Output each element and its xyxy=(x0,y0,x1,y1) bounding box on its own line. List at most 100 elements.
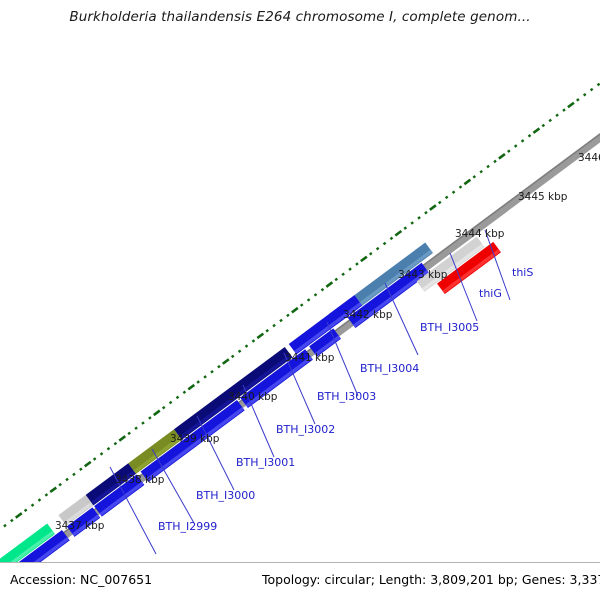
ruler-minor-tick xyxy=(513,144,518,148)
feature-body[interactable] xyxy=(94,474,145,517)
gene-features-layer[interactable] xyxy=(0,236,501,562)
gene-label-bth_i3000[interactable]: BTH_I3000 xyxy=(196,489,255,502)
ruler-minor-tick xyxy=(334,277,338,282)
feature-blue-bottomleft-b[interactable] xyxy=(15,529,70,562)
ruler-minor-tick xyxy=(72,472,76,477)
feature-body[interactable] xyxy=(240,349,313,408)
feature-body[interactable] xyxy=(128,429,182,474)
feature-blue-mid-long[interactable] xyxy=(140,399,245,482)
ruler-minor-tick xyxy=(403,226,408,230)
ruler-minor-tick xyxy=(148,416,152,420)
feature-lightgray-topright[interactable] xyxy=(416,236,485,292)
gene-label-bth_i3003[interactable]: BTH_I3003 xyxy=(317,390,376,403)
label-leader-line xyxy=(109,466,157,555)
gene-label-bth_i3005[interactable]: BTH_I3005 xyxy=(420,321,479,334)
feature-blue-thig-small-b[interactable] xyxy=(328,298,359,325)
feature-steelblue-this[interactable] xyxy=(354,242,433,306)
ruler-minor-tick xyxy=(279,318,283,323)
feature-body[interactable] xyxy=(66,507,101,537)
ruler-minor-tick xyxy=(65,477,69,482)
feature-olive-bth-i3001[interactable] xyxy=(128,429,182,474)
gene-label-bth_i3001[interactable]: BTH_I3001 xyxy=(236,456,295,469)
page-title: Burkholderia thailandensis E264 chromoso… xyxy=(69,9,531,25)
feature-red-topright[interactable] xyxy=(437,241,501,295)
ruler-tick-label: 3444 kbp xyxy=(455,228,505,240)
gene-labels-layer[interactable]: BTH_I2999 BTH_I3000 BTH_I3001 BTH_I3002 BTH_… xyxy=(158,266,533,533)
ruler-minor-tick xyxy=(368,252,373,256)
ruler-minor-tick xyxy=(479,169,483,174)
ruler-minor-tick xyxy=(10,518,14,523)
ruler-major-tick xyxy=(49,486,58,494)
ruler-minor-tick xyxy=(527,134,532,138)
feature-springgreen-bottomleft[interactable] xyxy=(0,523,55,562)
feature-highlight xyxy=(442,248,501,294)
feature-blue-small-a[interactable] xyxy=(66,507,101,537)
gene-label-bth_i3002[interactable]: BTH_I3002 xyxy=(276,423,335,436)
ruler-minor-tick xyxy=(251,339,256,343)
feature-body[interactable] xyxy=(15,529,70,562)
feature-blue-mid-b[interactable] xyxy=(240,349,313,408)
ruler-minor-tick xyxy=(320,287,325,292)
feature-body[interactable] xyxy=(437,241,501,295)
ruler-minor-tick xyxy=(265,328,269,333)
ruler-major-tick xyxy=(118,435,127,442)
feature-gray-bth-i2999[interactable] xyxy=(58,494,94,526)
ruler-minor-tick xyxy=(486,164,490,169)
gene-label-bth_i3004[interactable]: BTH_I3004 xyxy=(360,362,419,375)
feature-body[interactable] xyxy=(354,242,433,306)
feature-highlight xyxy=(10,530,55,562)
ruler-tick-label: 3445 kbp xyxy=(518,191,568,203)
feature-body[interactable] xyxy=(347,262,430,329)
ruler-major-tick xyxy=(567,101,575,109)
ruler-major-tick xyxy=(394,229,403,237)
ruler-minor-tick xyxy=(134,426,138,430)
feature-navy-bth-i3003[interactable] xyxy=(174,346,293,440)
feature-body[interactable] xyxy=(140,399,245,482)
label-leader-line xyxy=(242,384,275,458)
feature-highlight xyxy=(99,481,144,516)
feature-body[interactable] xyxy=(85,463,137,506)
sequence-info-status: Topology: circular; Length: 3,809,201 bp… xyxy=(262,572,600,587)
ruler-major-tick xyxy=(222,358,230,365)
ruler-major-tick xyxy=(187,383,196,391)
feature-body[interactable] xyxy=(328,298,359,325)
ruler-major-tick xyxy=(498,153,506,160)
feature-body[interactable] xyxy=(174,346,293,440)
ruler-tick-label: 3441 kbp xyxy=(285,352,335,364)
gene-label-bth_i2999[interactable]: BTH_I2999 xyxy=(158,520,217,533)
ruler-major-tick xyxy=(325,281,334,288)
feature-body[interactable] xyxy=(416,236,485,292)
ruler-tick-label: 3437 kbp xyxy=(55,520,105,532)
feature-body[interactable] xyxy=(58,494,94,526)
feature-blue-small-b[interactable] xyxy=(94,474,145,517)
ruler-minor-tick xyxy=(127,431,131,436)
ruler-minor-tick xyxy=(348,267,352,271)
feature-blue-upper[interactable] xyxy=(347,262,430,329)
ruler-minor-tick xyxy=(589,87,594,92)
ruler-major-tick xyxy=(291,306,299,314)
ruler-tick-label: 3446 kbp xyxy=(578,152,600,164)
feature-highlight xyxy=(352,269,429,328)
label-leader-lines-layer xyxy=(109,229,511,555)
ruler-minor-tick xyxy=(23,508,28,513)
ruler-tick-label: 3439 kbp xyxy=(170,433,220,445)
feature-highlight xyxy=(334,305,358,324)
ruler-minor-tick xyxy=(562,108,566,112)
label-leader-line xyxy=(484,229,511,301)
gene-label-thig[interactable]: thiG xyxy=(479,287,502,300)
ruler-minor-tick xyxy=(389,236,394,241)
ruler-minor-tick xyxy=(299,303,304,307)
ruler-minor-tick xyxy=(355,262,359,266)
ruler-minor-tick xyxy=(313,293,318,297)
ruler-minor-tick xyxy=(210,370,214,374)
genome-map-canvas[interactable]: 3437 kbp 3438 kbp 3439 kbp 3440 kbp 3441 kbp… xyxy=(0,34,600,562)
ruler-minor-tick xyxy=(507,149,511,153)
ruler-minor-tick xyxy=(548,118,552,123)
feature-body[interactable] xyxy=(0,523,55,562)
ruler-minor-tick xyxy=(555,113,559,117)
ruler-minor-tick xyxy=(244,344,249,348)
label-leader-line xyxy=(326,321,359,397)
feature-navy-bth-i3000[interactable] xyxy=(85,463,137,506)
window-title-bar: Burkholderia thailandensis E264 chromoso… xyxy=(0,0,600,34)
gene-label-this[interactable]: thiS xyxy=(512,266,533,279)
